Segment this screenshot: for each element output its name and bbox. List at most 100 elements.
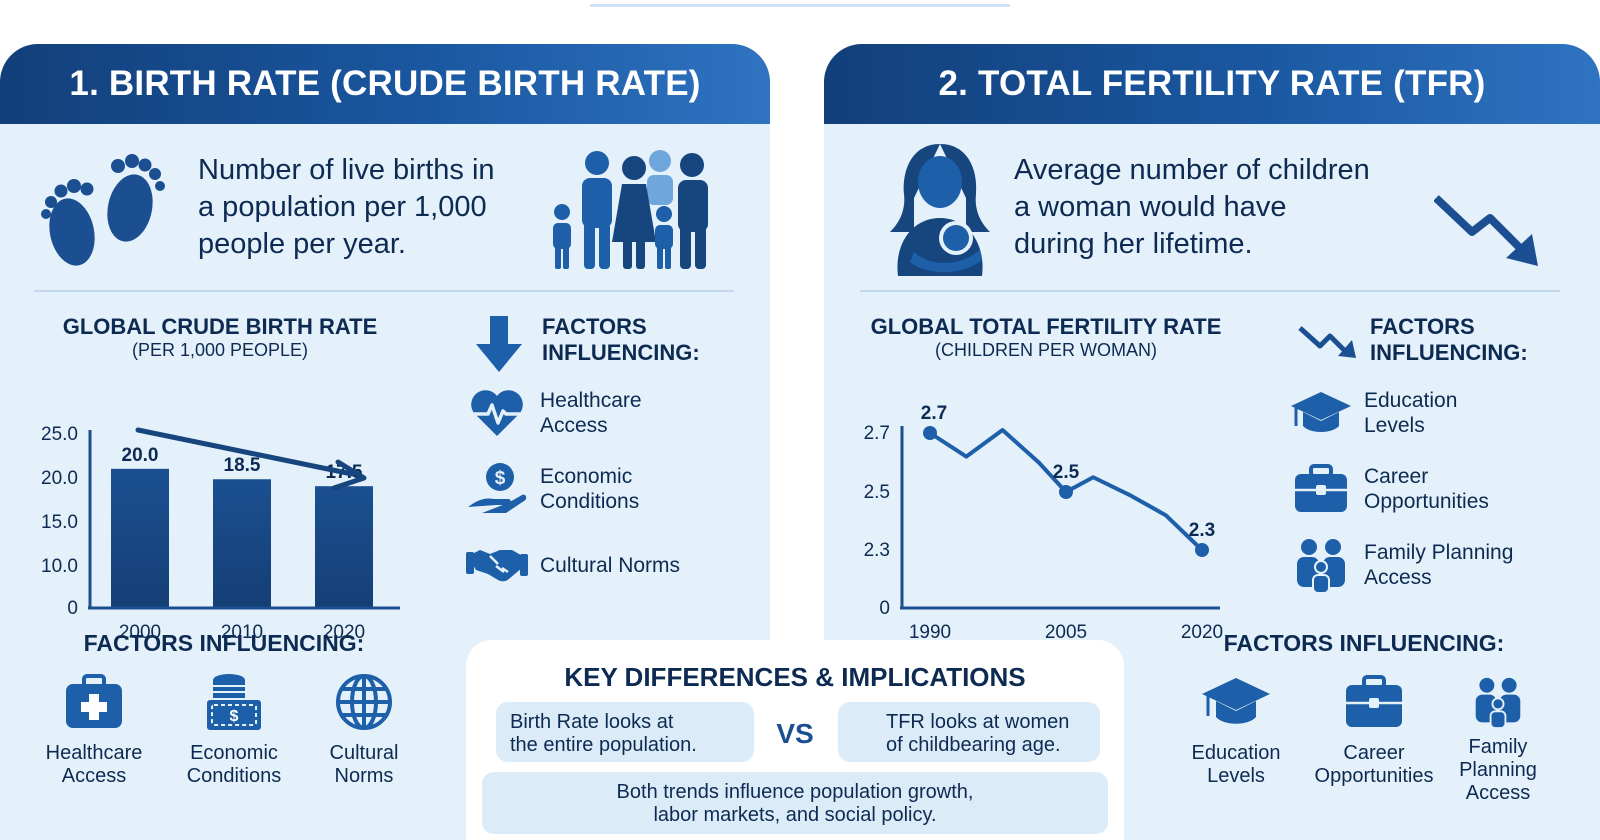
definition-line: during her lifetime. <box>1014 228 1253 260</box>
svg-text:$: $ <box>230 708 239 725</box>
x-tick-label: 1990 <box>909 622 951 643</box>
factors-heading: FACTORS INFLUENCING: <box>1370 314 1528 366</box>
data-point-label: 2.5 <box>1053 462 1080 483</box>
key-differences-box: KEY DIFFERENCES & IMPLICATIONS Birth Rat… <box>466 640 1124 840</box>
chart-subtitle: (CHILDREN PER WOMAN) <box>934 340 1157 360</box>
tfr-comparison: TFR looks at women of childbearing age. <box>838 702 1100 762</box>
data-point-label: 2.7 <box>921 403 947 424</box>
handshake-icon <box>466 540 528 590</box>
chart-title: GLOBAL CRUDE BIRTH RATE <box>62 314 378 339</box>
bottom-factor-label-line: Healthcare <box>45 742 143 764</box>
factor-career-opportunities: Career Opportunities <box>1290 464 1489 514</box>
bar-value-label: 18.5 <box>224 455 261 476</box>
family-group-icon <box>1428 670 1568 734</box>
factors-heading-line: FACTORS <box>542 314 647 339</box>
bottom-factor-label-line: Access <box>1465 782 1531 804</box>
conclusion-line: Both trends influence population growth, <box>616 781 974 803</box>
fertility-definition: Average number of children a woman would… <box>1014 152 1370 263</box>
comparison-line: the entire population. <box>510 734 697 756</box>
factor-label: Healthcare Access <box>540 388 642 438</box>
factor-healthcare-access: Healthcare Access <box>466 388 642 438</box>
factors-heading-line: FACTORS <box>1370 314 1475 339</box>
bottom-factor-label: Healthcare Access <box>24 742 164 788</box>
data-point-label: 2.3 <box>1189 520 1215 541</box>
bottom-factors-heading: FACTORS INFLUENCING: <box>1223 630 1505 656</box>
trend-arrow-head <box>331 459 367 491</box>
section-divider <box>860 290 1560 292</box>
data-point <box>1195 543 1209 557</box>
medical-kit-icon <box>24 670 164 734</box>
family-group-icon <box>1290 539 1352 593</box>
bottom-factor-label-line: Levels <box>1207 765 1265 787</box>
bottom-factor-label-line: Family <box>1468 736 1528 758</box>
birth-rate-comparison: Birth Rate looks at the entire populatio… <box>496 702 754 762</box>
briefcase-icon <box>1304 670 1444 734</box>
y-tick-label: 0 <box>67 598 78 619</box>
bottom-factor-label-line: Norms <box>334 765 394 787</box>
comparison-line: of childbearing age. <box>886 734 1061 756</box>
factor-family-planning: Family Planning Access <box>1290 539 1513 593</box>
definition-line: Number of live births in <box>198 154 495 186</box>
bottom-factor-label-line: Cultural <box>329 742 399 764</box>
y-tick-label: 10.0 <box>41 556 78 577</box>
bar <box>315 486 373 608</box>
y-tick-label: 25.0 <box>41 424 78 445</box>
definition-line: Average number of children <box>1014 154 1370 186</box>
factors-heading-line: INFLUENCING: <box>542 340 700 365</box>
definition-line: people per year. <box>198 228 406 260</box>
bottom-factors-heading: FACTORS INFLUENCING: <box>83 630 365 656</box>
factor-label-line: Family Planning <box>1364 541 1514 564</box>
factor-label-line: Conditions <box>540 490 640 513</box>
briefcase-icon <box>1290 464 1352 514</box>
factor-label: Economic Conditions <box>540 464 639 514</box>
bar <box>213 479 271 608</box>
factor-label-line: Career <box>1364 465 1429 488</box>
svg-text:$: $ <box>495 468 506 489</box>
birth-rate-bar-chart: 25.020.015.010.0020.0200018.5201017.5202… <box>41 424 400 643</box>
key-differences-title: KEY DIFFERENCES & IMPLICATIONS <box>564 662 1026 692</box>
bottom-factor-career: Career Opportunities <box>1304 670 1444 788</box>
fertility-rate-panel: 2. TOTAL FERTILITY RATE (TFR) Average nu… <box>824 44 1600 840</box>
factor-label-line: Cultural Norms <box>540 553 681 577</box>
x-tick-label: 2020 <box>1181 622 1223 643</box>
bottom-factor-family-planning: Family Planning Access <box>1428 670 1568 805</box>
globe-icon <box>294 670 434 734</box>
factor-economic-conditions: $ Economic Conditions <box>466 463 639 514</box>
y-tick-label: 15.0 <box>41 512 78 533</box>
data-point <box>1059 485 1073 499</box>
bottom-factor-label: Career Opportunities <box>1304 742 1444 788</box>
factor-cultural-norms: Cultural Norms <box>466 540 680 590</box>
coins-cash-icon: $ <box>164 670 304 734</box>
bottom-factor-label: Economic Conditions <box>164 742 304 788</box>
chart-subtitle: (PER 1,000 PEOPLE) <box>131 340 309 360</box>
y-tick-label: 20.0 <box>41 468 78 489</box>
x-tick-label: 2005 <box>1045 622 1087 643</box>
x-tick-label: 2010 <box>221 622 263 643</box>
factor-label: Family Planning Access <box>1364 540 1513 590</box>
bar-value-label: 20.0 <box>122 445 159 466</box>
graduation-cap-icon <box>1290 388 1352 438</box>
factor-label-line: Healthcare <box>540 389 642 412</box>
section-divider <box>34 290 734 292</box>
chart-title: GLOBAL TOTAL FERTILITY RATE <box>870 314 1222 339</box>
bottom-factor-label: Family Planning Access <box>1428 736 1568 805</box>
x-tick-label: 2000 <box>119 622 161 643</box>
bar <box>111 468 169 608</box>
top-rule <box>590 4 1010 7</box>
factor-label-line: Access <box>540 414 608 437</box>
y-tick-label: 0 <box>879 598 890 619</box>
factor-label-line: Opportunities <box>1364 490 1489 513</box>
bottom-factor-cultural: Cultural Norms <box>294 670 434 788</box>
factor-label-line: Education <box>1364 389 1458 412</box>
bottom-factor-label-line: Conditions <box>186 765 282 787</box>
birth-rate-chart-heading: GLOBAL CRUDE BIRTH RATE (PER 1,000 PEOPL… <box>40 314 400 361</box>
down-arrow-icon <box>476 316 522 377</box>
bottom-factor-label-line: Economic <box>190 742 278 764</box>
trend-arrow-line <box>135 427 355 477</box>
comparison-line: Birth Rate looks at <box>510 711 674 733</box>
downtrend-small-icon <box>1298 324 1358 365</box>
bottom-factor-economic: $ Economic Conditions <box>164 670 304 788</box>
bottom-factor-label-line: Career <box>1343 742 1405 764</box>
hand-coin-icon: $ <box>466 463 528 514</box>
heart-pulse-icon <box>466 388 528 438</box>
